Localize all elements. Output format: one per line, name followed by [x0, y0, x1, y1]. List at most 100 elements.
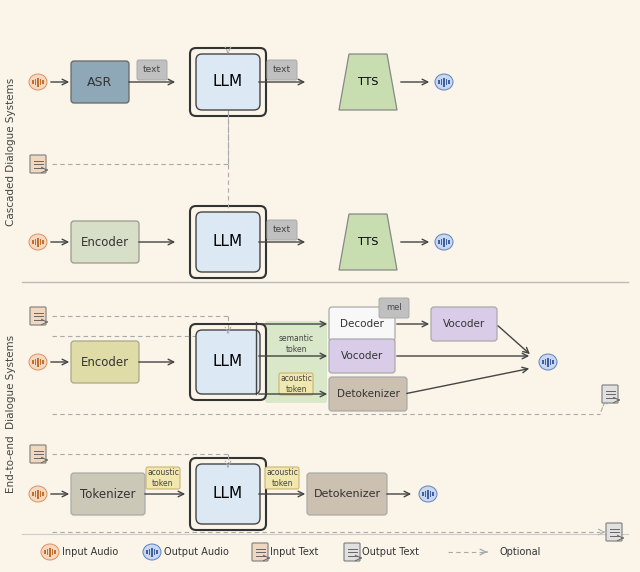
Text: text: text: [273, 66, 291, 74]
Text: Input Audio: Input Audio: [62, 547, 118, 557]
FancyBboxPatch shape: [137, 60, 167, 80]
Ellipse shape: [41, 544, 59, 560]
Bar: [54, 550, 56, 554]
Bar: [441, 78, 442, 85]
Bar: [37, 237, 38, 247]
Bar: [47, 549, 48, 555]
Text: TTS: TTS: [358, 237, 378, 247]
FancyBboxPatch shape: [329, 339, 395, 373]
Text: LLM: LLM: [213, 487, 243, 502]
FancyBboxPatch shape: [279, 333, 313, 355]
Ellipse shape: [435, 234, 453, 250]
Text: End-to-end  Dialogue Systems: End-to-end Dialogue Systems: [6, 335, 16, 493]
FancyBboxPatch shape: [196, 464, 260, 524]
Bar: [444, 237, 445, 247]
Text: LLM: LLM: [213, 74, 243, 89]
Text: Encoder: Encoder: [81, 236, 129, 248]
Ellipse shape: [29, 354, 47, 370]
FancyBboxPatch shape: [71, 341, 139, 383]
Bar: [147, 550, 148, 554]
FancyBboxPatch shape: [71, 473, 145, 515]
Text: TTS: TTS: [358, 77, 378, 87]
Text: acoustic
token: acoustic token: [147, 468, 179, 488]
Polygon shape: [339, 214, 397, 270]
Text: LLM: LLM: [213, 235, 243, 249]
Text: Cascaded Dialogue Systems: Cascaded Dialogue Systems: [6, 78, 16, 226]
Text: acoustic
token: acoustic token: [266, 468, 298, 488]
Ellipse shape: [29, 74, 47, 90]
Bar: [35, 359, 36, 366]
Bar: [446, 78, 447, 85]
Bar: [430, 491, 431, 498]
FancyBboxPatch shape: [71, 221, 139, 263]
FancyBboxPatch shape: [329, 307, 395, 341]
Bar: [49, 547, 51, 557]
Text: Vocoder: Vocoder: [443, 319, 485, 329]
Bar: [156, 550, 157, 554]
Text: Encoder: Encoder: [81, 356, 129, 368]
FancyBboxPatch shape: [344, 543, 360, 561]
FancyBboxPatch shape: [606, 523, 622, 541]
FancyBboxPatch shape: [146, 467, 180, 489]
Bar: [35, 78, 36, 85]
Bar: [40, 359, 41, 366]
Bar: [42, 360, 44, 364]
Bar: [448, 80, 450, 84]
Bar: [542, 360, 544, 364]
Text: Output Audio: Output Audio: [164, 547, 229, 557]
Ellipse shape: [419, 486, 437, 502]
Bar: [154, 549, 156, 555]
Text: Decoder: Decoder: [340, 319, 384, 329]
Bar: [441, 239, 442, 245]
Text: Vocoder: Vocoder: [341, 351, 383, 361]
Text: mel: mel: [386, 304, 402, 312]
Bar: [35, 239, 36, 245]
Bar: [32, 360, 34, 364]
Bar: [37, 77, 38, 86]
Bar: [438, 80, 440, 84]
Text: text: text: [143, 66, 161, 74]
Bar: [444, 77, 445, 86]
Bar: [52, 549, 53, 555]
FancyBboxPatch shape: [30, 445, 46, 463]
FancyBboxPatch shape: [379, 298, 409, 318]
Bar: [149, 549, 150, 555]
FancyBboxPatch shape: [329, 377, 407, 411]
Bar: [432, 492, 434, 496]
Bar: [547, 358, 548, 367]
Text: Detokenizer: Detokenizer: [314, 489, 381, 499]
Ellipse shape: [143, 544, 161, 560]
FancyBboxPatch shape: [30, 307, 46, 325]
Text: Tokenizer: Tokenizer: [80, 487, 136, 500]
Bar: [40, 239, 41, 245]
Bar: [438, 240, 440, 244]
Bar: [42, 492, 44, 496]
Text: Output Text: Output Text: [362, 547, 419, 557]
Text: text: text: [273, 225, 291, 235]
FancyBboxPatch shape: [252, 543, 268, 561]
FancyBboxPatch shape: [265, 321, 327, 403]
Bar: [32, 240, 34, 244]
Bar: [42, 80, 44, 84]
Bar: [550, 359, 551, 366]
Bar: [422, 492, 424, 496]
Bar: [448, 240, 450, 244]
FancyBboxPatch shape: [279, 373, 313, 395]
FancyBboxPatch shape: [307, 473, 387, 515]
Ellipse shape: [539, 354, 557, 370]
Text: semantic
token: semantic token: [278, 334, 314, 353]
Text: Optional: Optional: [500, 547, 541, 557]
FancyBboxPatch shape: [602, 385, 618, 403]
Bar: [40, 491, 41, 498]
Text: LLM: LLM: [213, 355, 243, 370]
Bar: [40, 78, 41, 85]
FancyBboxPatch shape: [196, 330, 260, 394]
Bar: [35, 491, 36, 498]
FancyBboxPatch shape: [196, 54, 260, 110]
FancyBboxPatch shape: [267, 60, 297, 80]
Bar: [151, 547, 153, 557]
FancyBboxPatch shape: [71, 61, 129, 103]
Bar: [37, 490, 38, 499]
Bar: [425, 491, 426, 498]
Ellipse shape: [29, 486, 47, 502]
